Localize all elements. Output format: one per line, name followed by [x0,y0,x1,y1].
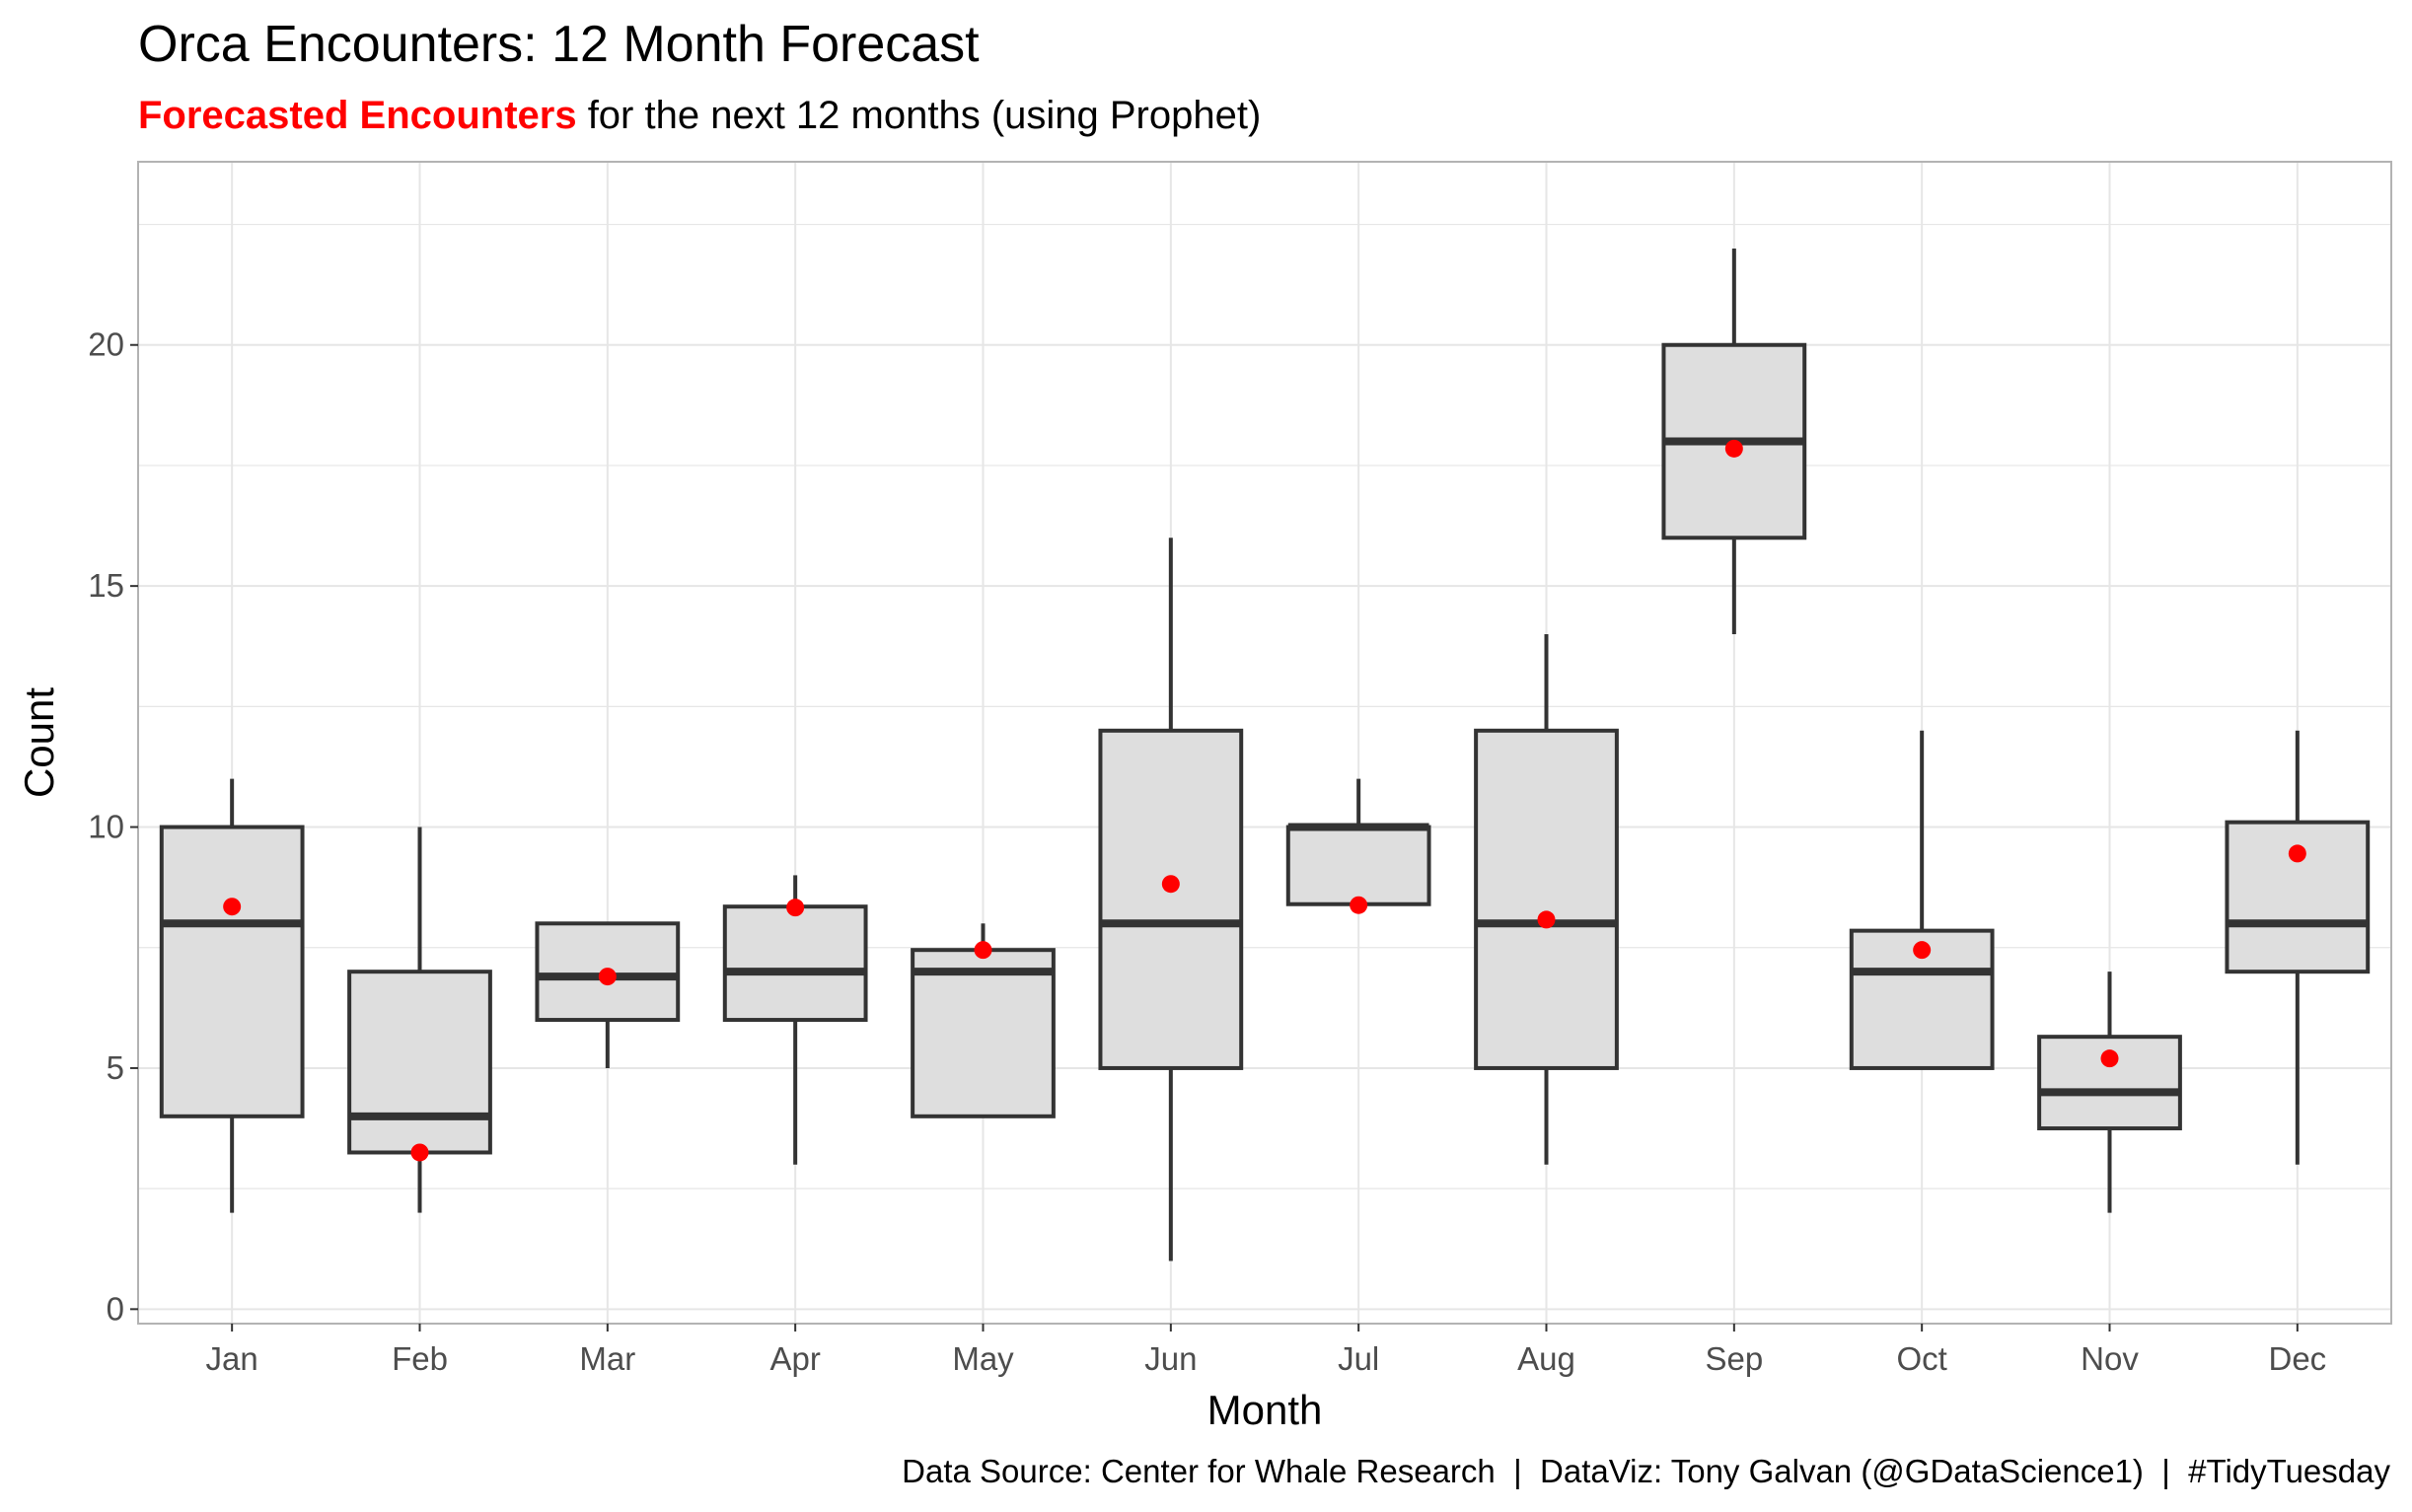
x-tick-label: Aug [1517,1340,1575,1377]
x-tick-label: Apr [769,1340,820,1377]
x-tick-label: Jul [1338,1340,1379,1377]
box-iqr [2225,820,2371,974]
box-iqr [1474,728,1619,1070]
subtitle-highlight: Forecasted Encounters [138,94,577,137]
box-iqr [911,948,1056,1118]
chart-title: Orca Encounters: 12 Month Forecast [138,16,980,73]
x-tick-label: May [952,1340,1014,1377]
y-tick-label: 0 [107,1290,124,1327]
box-iqr [1098,728,1244,1070]
forecast-point-feb [410,1143,429,1162]
forecast-points [223,439,2306,1162]
boxplot-mar [535,921,681,1068]
boxplots [159,248,2371,1261]
x-tick-label: Jun [1144,1340,1197,1377]
x-tick-label: Jan [206,1340,258,1377]
y-tick-label: 10 [88,809,124,845]
box-iqr [347,970,492,1155]
y-axis-title: Count [16,687,62,798]
boxplot-apr [722,875,868,1165]
y-tick-label: 20 [88,326,124,363]
subtitle-rest: for the next 12 months (using Prophet) [577,94,1262,137]
chart-subtitle: Forecasted Encounters for the next 12 mo… [138,94,1261,137]
forecast-point-nov [2100,1049,2119,1068]
box-iqr [159,825,305,1118]
forecast-point-may [974,941,992,960]
boxplot-feb [347,827,492,1213]
boxplot-aug [1474,634,1619,1165]
x-axis-ticks: Jan Feb Mar Apr May Jun Jul Aug Sep Oct Nov Dec [206,1324,2326,1377]
boxplot-jul [1285,778,1431,906]
boxplot-nov [2037,972,2182,1213]
box-iqr [722,904,868,1023]
forecast-point-oct [1913,941,1932,960]
x-tick-label: Sep [1705,1340,1763,1377]
x-tick-label: Mar [579,1340,635,1377]
forecast-point-sep [1724,439,1743,458]
forecast-point-aug [1537,910,1556,929]
box-iqr [2037,1035,2182,1131]
y-tick-label: 5 [107,1049,124,1086]
x-tick-label: Feb [392,1340,448,1377]
boxplot-oct [1849,730,1995,1070]
x-tick-label: Dec [2268,1340,2326,1377]
forecast-point-mar [598,968,617,986]
boxplot-may [911,923,1056,1118]
panel-border [137,161,2392,1325]
forecast-point-jun [1161,875,1180,894]
x-axis-title: Month [1207,1387,1323,1433]
forecast-point-jan [223,898,242,916]
y-axis-ticks: 0 5 10 15 20 [88,326,138,1327]
box-iqr [1285,825,1431,906]
boxplot-jun [1098,538,1244,1261]
boxplot-jan [159,778,305,1213]
y-tick-label: 15 [88,567,124,604]
forecast-point-dec [2288,844,2306,863]
chart-caption: Data Source: Center for Whale Research |… [902,1453,2390,1489]
forecast-point-apr [786,899,805,917]
x-tick-label: Nov [2081,1340,2139,1377]
forecast-point-jul [1350,896,1368,914]
x-tick-label: Oct [1896,1340,1946,1377]
boxplot-dec [2225,730,2371,1165]
